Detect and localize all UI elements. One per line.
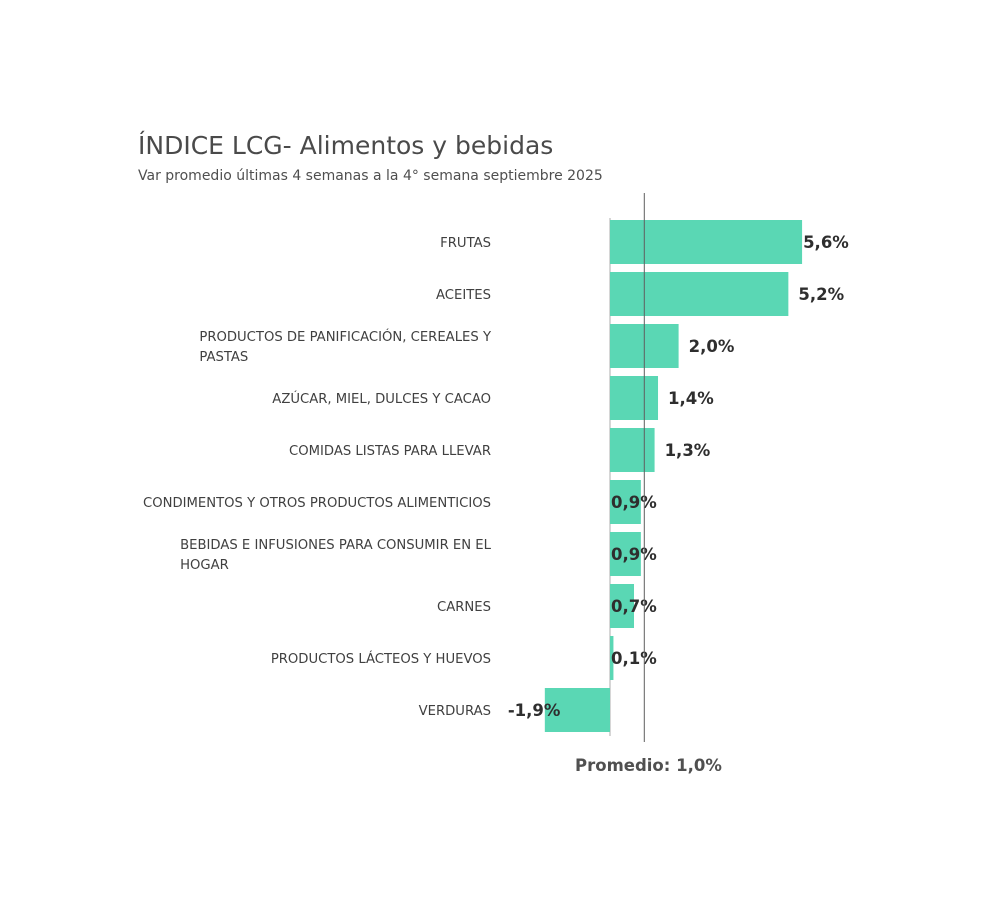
value-label: 1,4%	[668, 389, 714, 408]
bar	[610, 532, 641, 576]
average-label: Promedio: 1,0%	[575, 756, 722, 775]
value-label: 0,9%	[611, 493, 657, 512]
category-label: CARNES	[437, 600, 491, 615]
category-label: COMIDAS LISTAS PARA LLEVAR	[289, 444, 491, 459]
value-label: 5,2%	[798, 285, 844, 304]
category-label: FRUTAS	[440, 236, 491, 251]
bar	[610, 376, 659, 420]
bar	[610, 428, 655, 472]
value-label: 0,9%	[611, 545, 657, 564]
category-label: PRODUCTOS LÁCTEOS Y HUEVOS	[271, 650, 491, 667]
category-label: ACEITES	[436, 288, 491, 303]
bar	[610, 272, 789, 316]
category-label: BEBIDAS E INFUSIONES PARA CONSUMIR EN EL…	[180, 538, 492, 573]
value-label: 5,6%	[803, 233, 849, 252]
category-label: VERDURAS	[419, 704, 491, 719]
category-label: AZÚCAR, MIEL, DULCES Y CACAO	[272, 389, 491, 407]
chart-title: ÍNDICE LCG- Alimentos y bebidas	[138, 131, 554, 160]
category-label: PRODUCTOS DE PANIFICACIÓN, CEREALES Y PAS…	[199, 327, 492, 365]
value-label: 0,7%	[611, 597, 657, 616]
value-labels-group: 5,6% 5,2% 2,0% 1,4% 1,3% 0,9% 0,9% 0,7% 0,1% -1,9…	[508, 233, 849, 720]
value-label: 0,1%	[611, 649, 657, 668]
value-label: 2,0%	[689, 337, 735, 356]
value-label: -1,9%	[508, 701, 561, 720]
category-label: CONDIMENTOS Y OTROS PRODUCTOS ALIMENTICI…	[143, 496, 491, 511]
bar	[610, 636, 614, 680]
category-labels-group: FRUTAS ACEITES PRODUCTOS DE PANIFICACIÓN, …	[143, 236, 492, 719]
bar	[610, 220, 803, 264]
bar	[610, 584, 635, 628]
bar	[544, 688, 610, 732]
value-label: 1,3%	[665, 441, 711, 460]
bar	[610, 480, 641, 524]
chart-subtitle: Var promedio últimas 4 semanas a la 4° s…	[138, 168, 603, 184]
bars-group	[544, 220, 803, 732]
